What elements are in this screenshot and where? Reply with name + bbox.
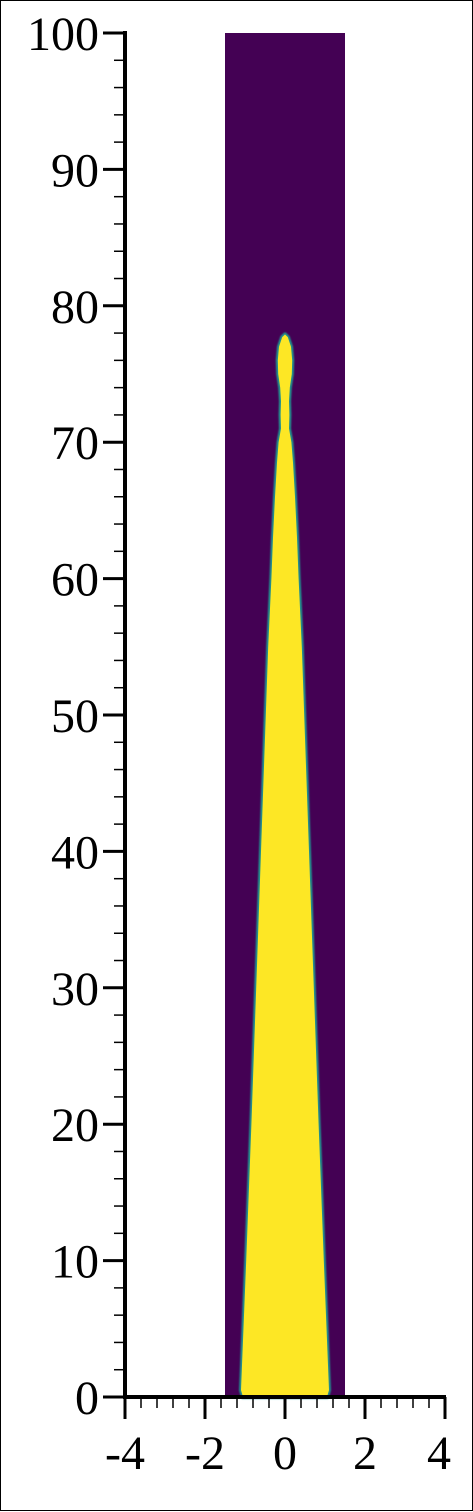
x-tick-label: 4 — [427, 1427, 451, 1480]
y-tick-label: 10 — [51, 1236, 99, 1289]
y-tick-labels: 0 10 20 30 40 50 60 70 80 90 100 — [27, 8, 99, 1425]
y-tick-label: 0 — [75, 1372, 99, 1425]
y-tick-label: 50 — [51, 690, 99, 743]
y-tick-label: 30 — [51, 963, 99, 1016]
y-tick-label: 100 — [27, 8, 99, 61]
x-tick-label: 0 — [273, 1427, 297, 1480]
y-tick-label: 60 — [51, 554, 99, 607]
x-tick-labels: -4 -2 0 2 4 — [105, 1427, 451, 1480]
x-tick-label: 2 — [353, 1427, 377, 1480]
jet-region — [241, 334, 329, 1398]
y-tick-label: 40 — [51, 826, 99, 879]
x-tick-label: -4 — [105, 1427, 145, 1480]
y-tick-label: 80 — [51, 281, 99, 334]
y-tick-label: 90 — [51, 144, 99, 197]
x-tick-label: -2 — [185, 1427, 225, 1480]
y-tick-label: 20 — [51, 1099, 99, 1152]
y-tick-label: 70 — [51, 417, 99, 470]
field-layer — [225, 33, 345, 1399]
axes-layer — [103, 31, 447, 1419]
